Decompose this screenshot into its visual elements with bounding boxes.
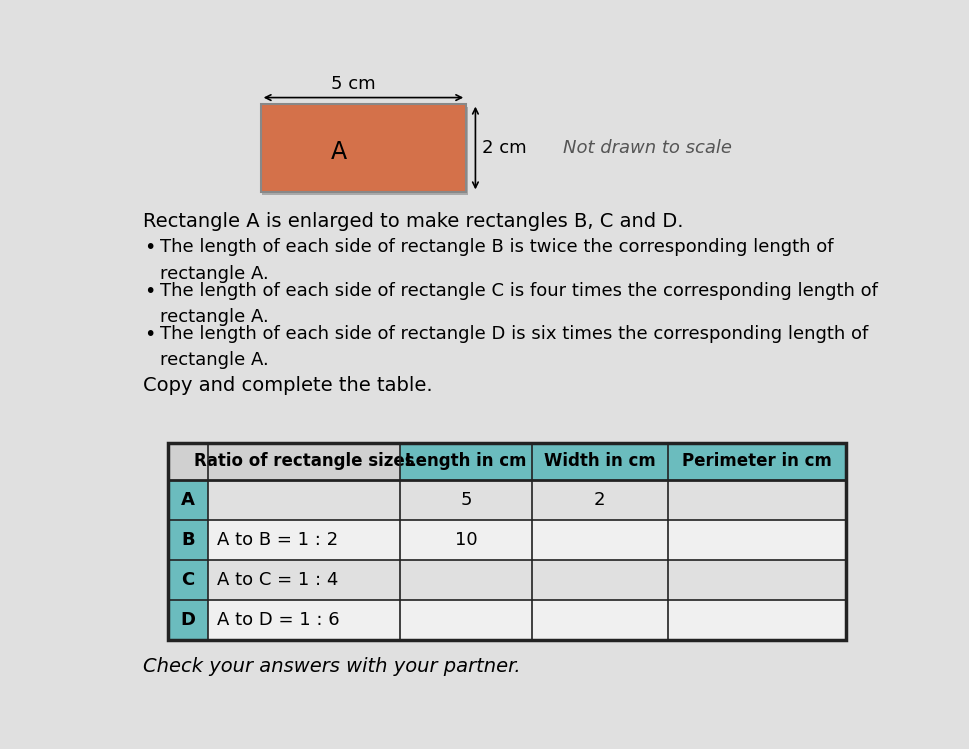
Bar (168, 479, 207, 520)
Bar (262, 107, 467, 195)
Bar (207, 520, 845, 560)
Bar (207, 600, 845, 640)
Text: Check your answers with your partner.: Check your answers with your partner. (142, 657, 520, 676)
Text: •: • (144, 238, 156, 258)
Text: Length in cm: Length in cm (405, 452, 526, 470)
Bar (400, 443, 531, 479)
Bar (168, 560, 207, 600)
Text: A to C = 1 : 4: A to C = 1 : 4 (217, 571, 338, 589)
Text: 5: 5 (460, 491, 471, 509)
Text: A to B = 1 : 2: A to B = 1 : 2 (217, 530, 338, 548)
Bar (168, 443, 207, 479)
Text: 2: 2 (593, 491, 605, 509)
Text: Perimeter in cm: Perimeter in cm (681, 452, 830, 470)
Text: 5 cm: 5 cm (330, 75, 375, 93)
Text: 2 cm: 2 cm (482, 139, 526, 157)
Text: A to D = 1 : 6: A to D = 1 : 6 (217, 610, 339, 628)
Text: Not drawn to scale: Not drawn to scale (562, 139, 732, 157)
Text: Rectangle A is enlarged to make rectangles B, C and D.: Rectangle A is enlarged to make rectangl… (142, 211, 683, 231)
Text: The length of each side of rectangle B is twice the corresponding length of
rect: The length of each side of rectangle B i… (160, 238, 832, 283)
Text: Ratio of rectangle sizes: Ratio of rectangle sizes (194, 452, 414, 470)
Text: D: D (180, 610, 195, 628)
Text: C: C (181, 571, 195, 589)
Text: The length of each side of rectangle D is six times the corresponding length of
: The length of each side of rectangle D i… (160, 325, 867, 369)
Bar (207, 560, 845, 600)
Bar (531, 443, 667, 479)
Text: A: A (330, 141, 347, 165)
Bar (168, 443, 845, 640)
Text: B: B (181, 530, 195, 548)
Text: Width in cm: Width in cm (544, 452, 655, 470)
Bar (207, 479, 845, 520)
Bar (168, 600, 207, 640)
Bar (207, 443, 400, 479)
Bar (261, 104, 466, 192)
Text: A: A (181, 491, 195, 509)
Bar (168, 520, 207, 560)
Text: The length of each side of rectangle C is four times the corresponding length of: The length of each side of rectangle C i… (160, 282, 877, 326)
Bar (667, 443, 845, 479)
Text: •: • (144, 325, 156, 344)
Text: •: • (144, 282, 156, 300)
Text: 10: 10 (454, 530, 477, 548)
Text: Copy and complete the table.: Copy and complete the table. (142, 375, 432, 395)
